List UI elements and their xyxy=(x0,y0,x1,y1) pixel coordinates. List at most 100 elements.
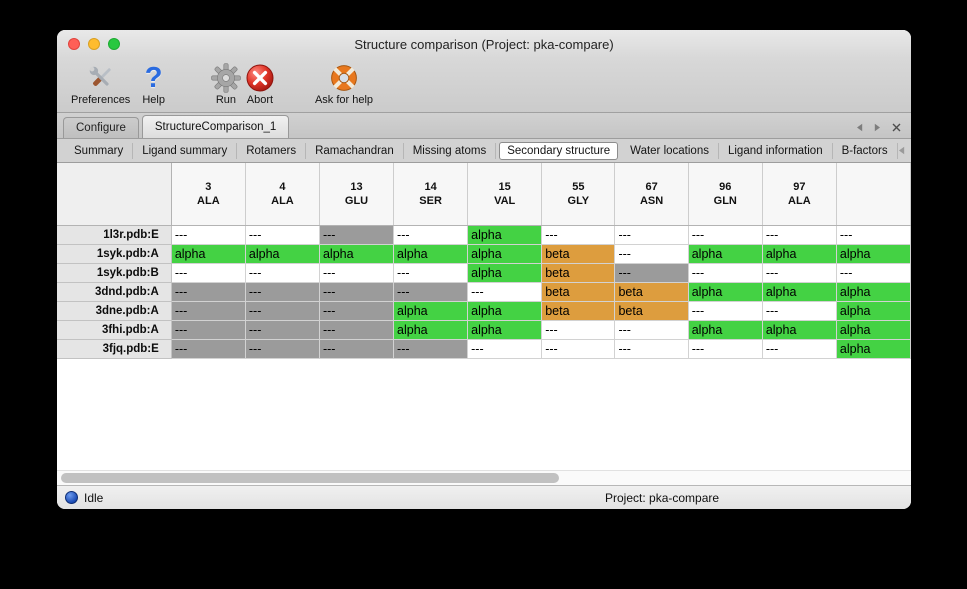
table-cell[interactable]: --- xyxy=(761,300,837,321)
table-cell[interactable]: alpha xyxy=(835,319,911,340)
title-bar[interactable]: Structure comparison (Project: pka-compa… xyxy=(57,30,911,58)
table-cell[interactable]: beta xyxy=(541,262,616,283)
tab-secondary-structure[interactable]: Secondary structure xyxy=(499,141,619,160)
table-cell[interactable]: beta xyxy=(541,300,616,321)
table-cell[interactable]: beta xyxy=(541,243,616,264)
table-cell[interactable]: --- xyxy=(393,262,469,283)
table-cell[interactable]: alpha xyxy=(835,243,911,264)
table-cell[interactable]: --- xyxy=(170,281,246,302)
table-cell[interactable]: --- xyxy=(614,243,689,264)
scrollbar-thumb[interactable] xyxy=(61,473,559,483)
row-header-1syk-pdb-b[interactable]: 1syk.pdb:B xyxy=(57,262,172,283)
table-cell[interactable]: beta xyxy=(541,281,616,302)
tab-summary[interactable]: Summary xyxy=(65,142,134,159)
table-cell[interactable]: --- xyxy=(541,319,616,340)
row-header-3dne-pdb-a[interactable]: 3dne.pdb:A xyxy=(57,300,172,321)
table-cell[interactable]: --- xyxy=(393,281,469,302)
close-tab-icon[interactable] xyxy=(892,123,901,132)
table-cell[interactable]: --- xyxy=(835,262,911,283)
column-header-55[interactable]: 55 GLY xyxy=(541,163,616,226)
table-cell[interactable]: --- xyxy=(687,300,763,321)
row-header-1syk-pdb-a[interactable]: 1syk.pdb:A xyxy=(57,243,172,264)
table-cell[interactable]: alpha xyxy=(761,243,837,264)
toolbar-button-ask-for-help[interactable]: Ask for help xyxy=(315,61,373,106)
table-cell[interactable]: alpha xyxy=(467,319,543,340)
table-cell[interactable]: alpha xyxy=(467,262,543,283)
row-header-3fjq-pdb-e[interactable]: 3fjq.pdb:E xyxy=(57,338,172,359)
table-cell[interactable]: --- xyxy=(318,338,395,359)
tab-ramachandran[interactable]: Ramachandran xyxy=(306,142,404,159)
table-cell[interactable]: --- xyxy=(541,224,616,245)
table-cell[interactable]: alpha xyxy=(318,243,395,264)
table-cell[interactable]: --- xyxy=(761,262,837,283)
table-cell[interactable]: alpha xyxy=(467,224,543,245)
table-cell[interactable]: --- xyxy=(761,338,837,359)
table-cell[interactable]: --- xyxy=(393,224,469,245)
tab-missing-atoms[interactable]: Missing atoms xyxy=(404,142,497,159)
table-cell[interactable]: --- xyxy=(687,224,763,245)
table-cell[interactable]: alpha xyxy=(393,300,469,321)
table-cell[interactable]: --- xyxy=(170,224,246,245)
table-cell[interactable]: --- xyxy=(318,300,395,321)
table-cell[interactable]: beta xyxy=(614,281,689,302)
table-cell[interactable]: --- xyxy=(614,338,689,359)
table-cell[interactable]: --- xyxy=(244,338,320,359)
table-cell[interactable]: --- xyxy=(687,338,763,359)
tab-rotamers[interactable]: Rotamers xyxy=(237,142,307,159)
table-cell[interactable]: alpha xyxy=(170,243,246,264)
table-cell[interactable]: alpha xyxy=(467,243,543,264)
table-cell[interactable]: --- xyxy=(244,319,320,340)
table-cell[interactable]: --- xyxy=(541,338,616,359)
table-cell[interactable]: --- xyxy=(244,300,320,321)
column-header-67[interactable]: 67 ASN xyxy=(614,163,689,226)
table-cell[interactable]: beta xyxy=(614,300,689,321)
column-header-4[interactable]: 4 ALA xyxy=(245,163,320,226)
table-cell[interactable]: alpha xyxy=(393,319,469,340)
table-cell[interactable]: --- xyxy=(687,262,763,283)
table-cell[interactable]: alpha xyxy=(835,281,911,302)
table-cell[interactable]: --- xyxy=(318,281,395,302)
column-header-clipped[interactable] xyxy=(836,163,911,226)
tab-ligand-summary[interactable]: Ligand summary xyxy=(133,142,238,159)
table-cell[interactable]: --- xyxy=(170,319,246,340)
table-cell[interactable]: --- xyxy=(467,281,543,302)
table-cell[interactable]: alpha xyxy=(244,243,320,264)
column-header-14[interactable]: 14 SER xyxy=(393,163,469,226)
table-cell[interactable]: --- xyxy=(244,262,320,283)
table-cell[interactable]: --- xyxy=(170,262,246,283)
view-scroll-left-icon[interactable] xyxy=(898,146,905,155)
table-cell[interactable]: alpha xyxy=(835,338,911,359)
table-cell[interactable]: --- xyxy=(614,262,689,283)
table-cell[interactable]: --- xyxy=(170,338,246,359)
table-cell[interactable]: --- xyxy=(761,224,837,245)
row-header-3fhi-pdb-a[interactable]: 3fhi.pdb:A xyxy=(57,319,172,340)
tab-ligand-information[interactable]: Ligand information xyxy=(719,142,833,159)
zoom-window-button[interactable] xyxy=(108,38,120,50)
tab-scroll-left-icon[interactable] xyxy=(856,123,863,132)
tab-scroll-right-icon[interactable] xyxy=(874,123,881,132)
table-cell[interactable]: --- xyxy=(835,224,911,245)
close-window-button[interactable] xyxy=(68,38,80,50)
table-cell[interactable]: alpha xyxy=(687,243,763,264)
table-cell[interactable]: --- xyxy=(467,338,543,359)
table-cell[interactable]: --- xyxy=(244,224,320,245)
column-header-97[interactable]: 97 ALA xyxy=(762,163,837,226)
table-cell[interactable]: alpha xyxy=(687,319,763,340)
table-cell[interactable]: --- xyxy=(614,319,689,340)
table-cell[interactable]: --- xyxy=(614,224,689,245)
row-header-3dnd-pdb-a[interactable]: 3dnd.pdb:A xyxy=(57,281,172,302)
table-cell[interactable]: --- xyxy=(393,338,469,359)
tab-water-locations[interactable]: Water locations xyxy=(621,142,719,159)
tab-structurecomparison-1[interactable]: StructureComparison_1 xyxy=(141,115,290,138)
column-header-96[interactable]: 96 GLN xyxy=(688,163,763,226)
horizontal-scrollbar[interactable] xyxy=(57,470,911,485)
table-cell[interactable]: --- xyxy=(318,224,395,245)
tab-b-factors[interactable]: B-factors xyxy=(833,142,898,159)
table-cell[interactable]: alpha xyxy=(761,281,837,302)
column-header-3[interactable]: 3 ALA xyxy=(171,163,246,226)
tab-configure[interactable]: Configure xyxy=(63,117,139,138)
column-header-15[interactable]: 15 VAL xyxy=(467,163,543,226)
table-cell[interactable]: alpha xyxy=(393,243,469,264)
table-cell[interactable]: --- xyxy=(318,319,395,340)
minimize-window-button[interactable] xyxy=(88,38,100,50)
